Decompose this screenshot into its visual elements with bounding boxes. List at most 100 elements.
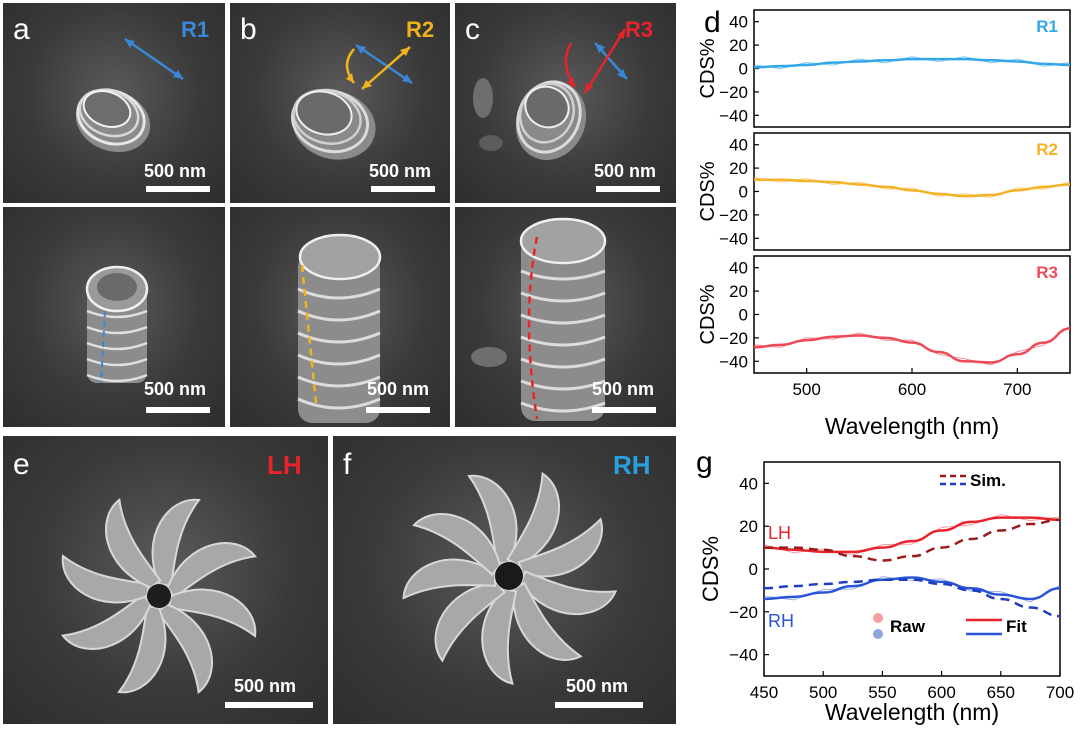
y-axis-label: CDS% bbox=[697, 284, 719, 344]
sem-panel-c-bottom: 500 nm bbox=[455, 207, 676, 427]
micropillar-side-view-b bbox=[297, 233, 382, 423]
lh-chiral-structure bbox=[60, 497, 258, 695]
panel-letter-d: d bbox=[704, 6, 721, 39]
micropillar-top-view-a bbox=[75, 37, 184, 153]
y-tick-label: 20 bbox=[729, 159, 748, 178]
raw-data-line bbox=[753, 176, 1071, 199]
y-tick-label: 20 bbox=[729, 282, 748, 301]
lh-series-label: LH bbox=[768, 523, 791, 543]
fit-line bbox=[763, 516, 1061, 554]
scale-bar-label: 500 nm bbox=[593, 161, 657, 181]
x-axis-label: Wavelength (nm) bbox=[825, 699, 999, 725]
fit-line bbox=[753, 327, 1071, 364]
panel-letter-e: e bbox=[13, 448, 30, 481]
subplot-frame bbox=[753, 9, 1071, 128]
chart-g-plot: 40 20 0 −20 −40 450 500 550 600 650 700 LH RH Sim. Raw… bbox=[698, 461, 1074, 725]
y-tick-label: 0 bbox=[739, 60, 748, 79]
x-axis-label: Wavelength (nm) bbox=[825, 413, 999, 439]
fit-line bbox=[754, 178, 1071, 198]
rh-chiral-structure bbox=[402, 471, 618, 686]
x-tick-label: 550 bbox=[868, 683, 896, 702]
y-tick-label: 40 bbox=[729, 13, 748, 32]
sem-panel-b-bottom: 500 nm bbox=[230, 207, 450, 427]
panel-letter-f: f bbox=[343, 448, 352, 481]
panel-letter-b: b bbox=[240, 13, 257, 46]
fit-line bbox=[763, 576, 1061, 601]
y-tick-label: 40 bbox=[729, 259, 748, 278]
scale-bar-label: 500 nm bbox=[233, 676, 297, 696]
y-tick-label: 20 bbox=[739, 517, 758, 536]
chart-d: d 40 20 0 −20 −40 R1 CDS% 40 20 0 −20 −40 R2 CDS% 40 20… bbox=[684, 0, 1076, 440]
fit-line bbox=[753, 57, 1071, 69]
scale-bar-label: 500 nm bbox=[591, 379, 655, 399]
sem-panel-e: e LH 500 nm bbox=[3, 436, 328, 724]
scale-bar bbox=[146, 186, 210, 192]
sim-line bbox=[763, 578, 1061, 618]
x-tick-label: 500 bbox=[792, 380, 820, 399]
subplot-tag: R1 bbox=[1036, 17, 1058, 36]
panel-letter-c: c bbox=[465, 13, 480, 46]
legend-raw-swatch bbox=[873, 613, 883, 623]
chart-d-plot: 40 20 0 −20 −40 R1 CDS% 40 20 0 −20 −40 R2 CDS% 40 20 0 −… bbox=[697, 9, 1071, 439]
y-tick-label: 0 bbox=[739, 183, 748, 202]
y-tick-label: −40 bbox=[719, 106, 748, 125]
scale-bar bbox=[555, 702, 643, 708]
chart-g: g 40 20 0 −20 −40 450 500 550 600 650 700 LH RH Sim. R… bbox=[684, 440, 1076, 726]
panel-letter-a: a bbox=[13, 13, 30, 46]
panel-tag-r1: R1 bbox=[181, 17, 210, 42]
panel-letter-g: g bbox=[696, 446, 713, 479]
plot-frame bbox=[763, 461, 1061, 677]
sem-panel-b-top: b R2 500 nm bbox=[230, 3, 450, 203]
legend-raw-swatch bbox=[873, 629, 883, 639]
y-tick-label: 20 bbox=[729, 36, 748, 55]
scale-bar-label: 500 nm bbox=[368, 161, 432, 181]
y-tick-label: 0 bbox=[749, 560, 758, 579]
scale-bar bbox=[371, 186, 435, 192]
micropillar-side-view-a bbox=[85, 265, 149, 384]
scale-bar-label: 500 nm bbox=[366, 379, 430, 399]
sem-panel-f: f RH 500 nm bbox=[333, 436, 676, 724]
y-axis-label: CDS% bbox=[697, 38, 719, 98]
y-tick-label: −40 bbox=[729, 646, 758, 665]
legend-raw-label: Raw bbox=[890, 617, 926, 636]
legend-fit-label: Fit bbox=[1006, 617, 1027, 636]
x-tick-label: 700 bbox=[1003, 380, 1031, 399]
scale-bar bbox=[592, 407, 656, 413]
scale-bar bbox=[596, 186, 660, 192]
scale-bar-label: 500 nm bbox=[143, 379, 207, 399]
subplot-tag: R3 bbox=[1036, 263, 1058, 282]
y-tick-label: −20 bbox=[729, 603, 758, 622]
y-axis-label: CDS% bbox=[697, 161, 719, 221]
micropillar-side-view-c bbox=[471, 217, 607, 421]
y-tick-label: −20 bbox=[719, 83, 748, 102]
micropillar-top-view-c bbox=[473, 28, 628, 160]
x-tick-label: 700 bbox=[1046, 683, 1074, 702]
y-tick-label: 40 bbox=[729, 136, 748, 155]
subplot-tag: R2 bbox=[1036, 140, 1058, 159]
x-tick-label: 650 bbox=[987, 683, 1015, 702]
micropillar-top-view-b bbox=[290, 43, 413, 160]
raw-data-line bbox=[763, 514, 1061, 556]
scale-bar-label: 500 nm bbox=[565, 676, 629, 696]
x-tick-label: 500 bbox=[809, 683, 837, 702]
subplot-frame bbox=[753, 255, 1071, 374]
x-tick-label: 600 bbox=[898, 380, 926, 399]
scale-bar bbox=[225, 702, 313, 708]
x-tick-label: 600 bbox=[927, 683, 955, 702]
raw-data-line bbox=[753, 325, 1071, 366]
panel-tag-r3: R3 bbox=[625, 17, 654, 42]
x-tick-label: 450 bbox=[750, 683, 778, 702]
y-tick-label: −40 bbox=[719, 352, 748, 371]
y-tick-label: −20 bbox=[719, 206, 748, 225]
lh-tag: LH bbox=[267, 450, 302, 480]
scale-bar bbox=[366, 407, 430, 413]
scale-bar-label: 500 nm bbox=[143, 161, 207, 181]
rh-series-label: RH bbox=[768, 611, 794, 631]
y-axis-label: CDS% bbox=[698, 536, 723, 602]
sem-panel-a-bottom: 500 nm bbox=[3, 207, 225, 427]
panel-tag-r2: R2 bbox=[406, 17, 435, 42]
sem-panel-c-top: c R3 500 nm bbox=[455, 3, 676, 203]
sim-line bbox=[764, 518, 1061, 562]
y-tick-label: 0 bbox=[739, 306, 748, 325]
y-tick-label: −20 bbox=[719, 329, 748, 348]
